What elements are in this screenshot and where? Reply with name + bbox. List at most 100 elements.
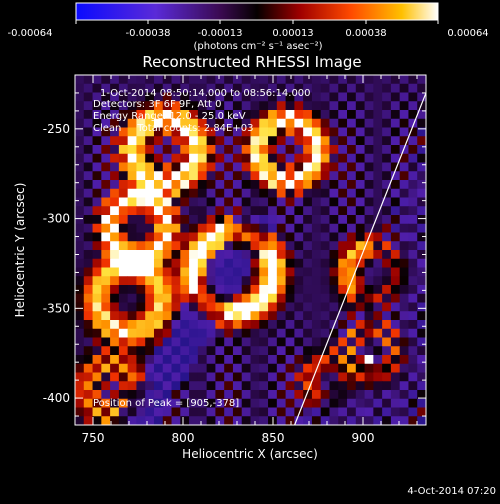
- heatmap-cell: [118, 372, 129, 382]
- heatmap-cell: [268, 83, 278, 93]
- heatmap-cell: [250, 285, 260, 295]
- heatmap-cell: [75, 153, 85, 163]
- heatmap-cell: [162, 153, 172, 163]
- heatmap-cell: [127, 416, 137, 426]
- heatmap-cell: [153, 398, 164, 408]
- heatmap-cell: [189, 136, 199, 146]
- heatmap-cell: [145, 293, 155, 303]
- heatmap-cell: [197, 75, 208, 85]
- heatmap-cell: [355, 346, 365, 356]
- heatmap-cell: [338, 188, 348, 198]
- heatmap-cell: [373, 188, 383, 198]
- heatmap-cell: [329, 215, 339, 225]
- heatmap-cell: [206, 250, 216, 260]
- heatmap-cell: [215, 250, 225, 260]
- heatmap-cell: [276, 197, 287, 207]
- heatmap-cell: [110, 180, 120, 190]
- heatmap-cell: [224, 145, 234, 155]
- heatmap-cell: [250, 101, 260, 111]
- heatmap-cell: [224, 206, 234, 216]
- heatmap-cell: [373, 162, 383, 172]
- heatmap-cell: [206, 75, 216, 85]
- heatmap-cell: [276, 180, 287, 190]
- heatmap-cell: [399, 346, 409, 356]
- heatmap-cell: [259, 416, 269, 426]
- heatmap-cell: [364, 171, 374, 181]
- heatmap-cell: [127, 206, 137, 216]
- heatmap-cell: [118, 346, 129, 356]
- heatmap-cell: [364, 188, 374, 198]
- heatmap-cell: [110, 206, 120, 216]
- heatmap-cell: [171, 337, 181, 347]
- heatmap-cell: [162, 250, 172, 260]
- heatmap-cell: [338, 75, 348, 85]
- heatmap-cell: [276, 372, 287, 382]
- heatmap-cell: [347, 232, 357, 242]
- heatmap-cell: [206, 276, 216, 286]
- heatmap-cell: [259, 381, 269, 391]
- heatmap-cell: [329, 206, 339, 216]
- heatmap-cell: [197, 127, 208, 137]
- heatmap-cell: [355, 75, 365, 85]
- heatmap-cell: [338, 180, 348, 190]
- heatmap-cell: [329, 267, 339, 277]
- heatmap-cell: [276, 206, 287, 216]
- heatmap-cell: [399, 232, 409, 242]
- heatmap-cell: [285, 320, 295, 330]
- heatmap-cell: [180, 302, 190, 312]
- y-tick-label: -250: [43, 122, 70, 136]
- heatmap-cell: [153, 92, 164, 102]
- heatmap-cell: [189, 145, 199, 155]
- colorbar-tick-label: -0.00038: [126, 28, 171, 39]
- heatmap-cell: [338, 372, 348, 382]
- heatmap-cell: [197, 232, 208, 242]
- heatmap-cell: [268, 215, 278, 225]
- heatmap-cell: [268, 302, 278, 312]
- heatmap-cell: [294, 83, 304, 93]
- heatmap-cell: [285, 407, 295, 417]
- heatmap-cell: [320, 328, 330, 338]
- heatmap-cell: [285, 311, 295, 321]
- heatmap-cell: [303, 145, 313, 155]
- heatmap-cell: [189, 407, 199, 417]
- heatmap-cell: [268, 311, 278, 321]
- heatmap-cell: [355, 92, 365, 102]
- heatmap-cell: [118, 232, 129, 242]
- heatmap-cell: [136, 328, 146, 338]
- heatmap-cell: [241, 398, 251, 408]
- heatmap-cell: [145, 206, 155, 216]
- heatmap-cell: [268, 127, 278, 137]
- heatmap-cell: [136, 180, 146, 190]
- heatmap-cell: [180, 320, 190, 330]
- heatmap-cell: [171, 197, 181, 207]
- heatmap-cell: [382, 276, 392, 286]
- heatmap-cell: [75, 285, 85, 295]
- heatmap-cell: [276, 250, 287, 260]
- heatmap-cell: [259, 206, 269, 216]
- heatmap-cell: [285, 206, 295, 216]
- heatmap-cell: [347, 206, 357, 216]
- heatmap-cell: [417, 118, 427, 128]
- heatmap-cell: [101, 311, 111, 321]
- heatmap-cell: [373, 337, 383, 347]
- heatmap-cell: [311, 293, 322, 303]
- heatmap-cell: [136, 276, 146, 286]
- heatmap-cell: [83, 346, 93, 356]
- heatmap-cell: [285, 136, 295, 146]
- heatmap-cell: [180, 83, 190, 93]
- heatmap-cell: [75, 258, 85, 268]
- heatmap-cell: [364, 215, 374, 225]
- heatmap-cell: [136, 206, 146, 216]
- heatmap-cell: [250, 346, 260, 356]
- heatmap-cell: [224, 320, 234, 330]
- heatmap-cell: [215, 311, 225, 321]
- heatmap-cell: [390, 75, 401, 85]
- heatmap-cell: [92, 416, 102, 426]
- heatmap-cell: [276, 136, 287, 146]
- heatmap-cell: [180, 363, 190, 373]
- heatmap-cell: [241, 206, 251, 216]
- heatmap-cell: [382, 127, 392, 137]
- heatmap-cell: [373, 145, 383, 155]
- heatmap-cell: [259, 390, 269, 400]
- heatmap-cell: [268, 171, 278, 181]
